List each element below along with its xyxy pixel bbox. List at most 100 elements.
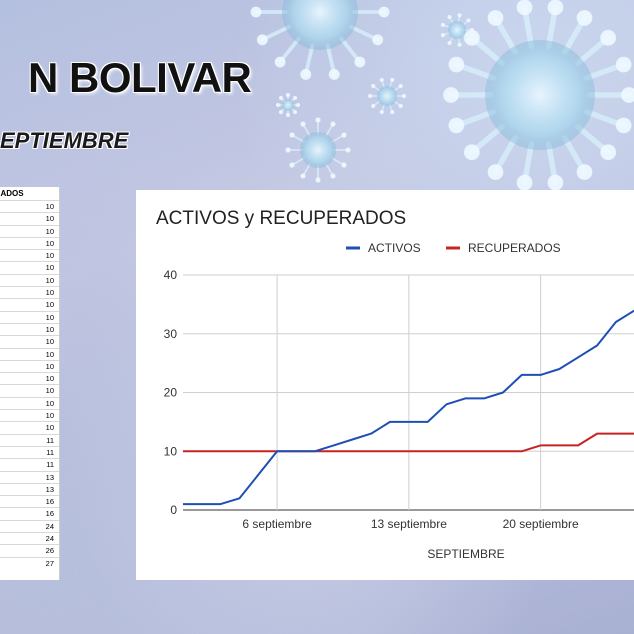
table-row: 11 [0,458,59,470]
virus-spike-tip [448,117,465,134]
table-row: 10 [0,212,59,224]
table-row: 24 [0,532,59,544]
virus-spike-tip [600,144,617,161]
table-row: 10 [0,335,59,347]
virus-spike-tip [372,34,384,46]
series-line-activos [183,309,634,506]
page-subtitle: EPTIEMBRE [0,128,129,153]
table-row: 10 [0,421,59,433]
table-row: 10 [0,347,59,360]
table-row: 16 [0,507,59,519]
virus-spike-tip [278,95,283,100]
virus-spike-tip [300,121,306,127]
y-tick-label: 40 [164,268,178,282]
page-title: N BOLIVAR [28,54,252,101]
virus-spike-tip [576,164,593,180]
table-row: 10 [0,273,59,286]
virus-body [485,40,595,150]
table-row: 10 [0,224,59,237]
virus-spike-tip [457,42,462,47]
table-row: 10 [0,322,59,335]
virus-spike-tip [371,103,376,108]
virus-spike-tip [315,177,321,183]
virus-spike-tip [487,10,504,26]
table-row: 10 [0,286,59,298]
virus-spike-tip [402,94,406,98]
virus-body [377,86,397,106]
line-chart: 0 10 20 30 40 6 septiembre 13 septiembre 20 sep… [164,241,634,561]
virus-spike-tip [440,22,445,27]
virus-spike-tip [615,117,632,134]
table-row: 10 [0,200,59,212]
virus-spike-tip [293,110,298,115]
virus-spike-tip [300,173,306,179]
table-row: 13 [0,470,59,483]
chart-title: ACTIVOS y RECUPERADOS [156,208,407,229]
virus-spike-tip [293,95,298,100]
table-row: 10 [0,236,59,249]
virus-spike-tip [600,29,617,46]
virus-spike-tip [457,13,462,18]
series-line-recuperados [183,432,634,453]
virus-spike-tip [286,113,290,117]
virus-spike-tip [615,56,632,73]
virus-spike-tip [547,174,564,191]
virus-spike-tip [470,28,474,32]
virus-spike-tip [463,144,480,161]
virus-spike-tip [315,117,321,123]
virus-spike-tip [276,103,280,107]
virus-spike-tip [330,121,336,127]
virus-spike-tip [328,68,340,80]
legend-label-activos: ACTIVOS [368,241,421,255]
virus-spike-tip [390,110,395,115]
virus-spike-tip [466,37,471,42]
virus-spike-tip [345,147,351,153]
virus-spike-tip [379,77,384,82]
table-row: 11 [0,445,59,458]
virus-spike-tip [378,6,390,18]
virus-spike-tip [274,56,286,68]
virus-spike-tip [447,40,452,45]
virus-spike-tip [398,103,403,108]
virus-spike-tip [516,0,533,16]
table-row: 10 [0,261,59,273]
virus-spike-tip [371,84,376,89]
virus-spike-tip [368,94,372,98]
virus-body [282,99,294,111]
y-tick-label: 30 [164,327,178,341]
table-row: 10 [0,409,59,421]
virus-spike-tip [250,6,262,18]
virus-spike-tip [278,110,283,115]
virus-spike-tip [330,173,336,179]
virus-spike-tip [516,174,533,191]
table-row: 10 [0,359,59,372]
virus-body [282,0,358,50]
virus-spike-tip [443,87,459,103]
y-tick-label: 0 [170,503,177,517]
table-row: 13 [0,482,59,495]
y-tick-label: 20 [164,386,178,400]
virus-spike-tip [289,132,295,138]
virus-spike-tip [463,29,480,46]
x-tick-label: 6 septiembre [242,517,312,531]
table-row: 10 [0,298,59,310]
virus-spike-tip [487,164,504,180]
virus-spike-tip [447,15,452,20]
table-row: 24 [0,519,59,532]
x-tick-label: 20 septiembre [503,517,579,531]
x-axis-label: SEPTIEMBRE [427,547,504,561]
table-row: 16 [0,495,59,507]
virus-spike-tip [296,103,300,107]
virus-spike-tip [440,33,445,38]
table-row: 10 [0,310,59,323]
y-tick-label: 10 [164,444,178,458]
table-row: 26 [0,544,59,556]
legend-label-recuperados: RECUPERADOS [468,241,561,255]
table-row: 10 [0,249,59,261]
virus-spike-tip [576,10,593,26]
virus-spike-tip [398,84,403,89]
table-row: 10 [0,384,59,396]
table-row: 27 [0,556,59,569]
virus-spike-tip [256,34,268,46]
